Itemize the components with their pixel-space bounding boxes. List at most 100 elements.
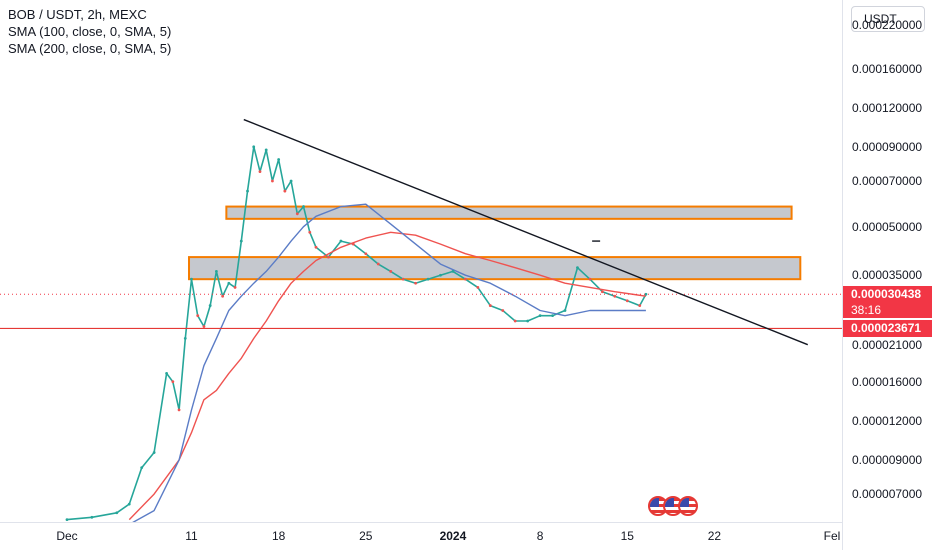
price-point xyxy=(644,292,648,296)
price-point xyxy=(351,242,355,246)
price-point xyxy=(538,314,542,318)
price-tick-label: 0.000120000 xyxy=(852,100,923,115)
support-price-label: 0.000023671 xyxy=(843,320,932,338)
legend-sma-200[interactable]: SMA (200, close, 0, SMA, 5) xyxy=(8,41,172,56)
price-point xyxy=(190,277,193,281)
resistance-zone-2[interactable] xyxy=(188,256,802,281)
price-point xyxy=(426,277,430,281)
price-point xyxy=(65,518,69,522)
price-tick-label: 0.000016000 xyxy=(852,374,923,389)
time-axis[interactable]: Dec 11 18 25 2024 8 15 22 Fel xyxy=(0,522,842,550)
price-point xyxy=(208,304,212,307)
price-tick-label: 0.000070000 xyxy=(852,173,923,188)
price-point xyxy=(464,277,467,281)
chart-plot-area[interactable]: BOB / USDT, 2h, MEXC SMA (100, close, 0,… xyxy=(0,0,842,522)
price-point xyxy=(501,309,505,312)
price-point xyxy=(227,281,231,285)
price-point xyxy=(600,290,604,294)
trendline[interactable] xyxy=(243,118,809,346)
price-point xyxy=(152,451,156,454)
price-point xyxy=(252,145,256,149)
price-point xyxy=(563,309,567,312)
price-point xyxy=(308,230,312,234)
time-tick-label: Dec xyxy=(56,529,78,543)
price-point xyxy=(183,336,187,340)
price-point xyxy=(246,189,249,193)
price-tick-label: 0.000160000 xyxy=(852,61,923,76)
price-point xyxy=(513,319,517,323)
price-point xyxy=(488,304,492,307)
price-tick-label: 0.000035000 xyxy=(852,268,923,283)
price-point xyxy=(314,245,318,249)
price-tick-label: 0.000220000 xyxy=(852,18,923,33)
price-tick-label: 0.000007000 xyxy=(852,487,923,502)
price-point xyxy=(283,189,287,193)
time-tick-label: 15 xyxy=(620,529,634,543)
price-point xyxy=(389,270,393,273)
price-point xyxy=(90,515,94,519)
time-tick-label: 11 xyxy=(185,529,198,543)
price-point xyxy=(171,380,175,384)
price-point xyxy=(140,466,144,470)
time-tick-label: Fel xyxy=(823,529,841,543)
price-point xyxy=(127,502,131,506)
price-axis[interactable]: USDT 0.000220000 0.000160000 0.000120000 0.… xyxy=(842,0,932,550)
price-point xyxy=(327,255,330,259)
price-point xyxy=(258,170,262,174)
price-point xyxy=(165,372,169,375)
us-flag-icon[interactable] xyxy=(678,496,698,516)
price-tick-label: 0.000012000 xyxy=(852,413,923,428)
price-point xyxy=(613,294,617,298)
price-point xyxy=(439,273,442,277)
price-tick-label: 0.000021000 xyxy=(852,337,923,352)
price-point xyxy=(526,319,530,323)
economic-events[interactable] xyxy=(648,496,700,518)
time-tick-label: 18 xyxy=(271,529,286,543)
price-point xyxy=(476,286,480,289)
price-point xyxy=(401,277,405,281)
price-point xyxy=(451,270,455,273)
price-point xyxy=(302,205,305,208)
price-chart[interactable] xyxy=(0,0,842,522)
time-tick-label: 22 xyxy=(707,529,722,543)
legend-sma-100[interactable]: SMA (100, close, 0, SMA, 5) xyxy=(8,24,172,39)
sma-100-line xyxy=(128,231,647,521)
price-point xyxy=(215,270,218,273)
bar-countdown: 38:16 xyxy=(851,303,882,318)
price-point xyxy=(289,179,293,183)
chart-legend: BOB / USDT, 2h, MEXC SMA (100, close, 0,… xyxy=(8,6,171,57)
price-point xyxy=(376,262,380,266)
price-point xyxy=(202,325,206,328)
legend-symbol[interactable]: BOB / USDT, 2h, MEXC xyxy=(8,7,147,22)
price-point xyxy=(638,304,642,307)
price-point xyxy=(295,212,299,216)
price-tick-label: 0.000009000 xyxy=(852,452,923,467)
price-point xyxy=(221,294,225,298)
price-tick-label: 0.000050000 xyxy=(852,219,923,234)
price-point xyxy=(277,158,281,161)
time-tick-label: 25 xyxy=(359,529,373,543)
current-price-value: 0.000030438 xyxy=(851,287,922,302)
price-point xyxy=(414,281,417,285)
price-point xyxy=(588,277,592,281)
currency-button[interactable]: USDT xyxy=(851,6,925,32)
price-tick-label: 0.000090000 xyxy=(852,139,923,154)
price-point xyxy=(196,314,200,318)
price-point xyxy=(233,286,237,289)
price-point xyxy=(364,252,368,256)
price-point xyxy=(339,239,343,243)
price-point xyxy=(625,299,629,303)
time-tick-label: 2024 xyxy=(439,529,467,543)
price-point xyxy=(576,266,579,270)
price-point xyxy=(239,239,243,243)
price-point xyxy=(115,511,119,515)
current-price-label: 0.000030438 38:16 xyxy=(843,286,932,319)
price-point xyxy=(264,148,268,152)
price-point xyxy=(551,314,554,318)
price-line xyxy=(66,146,647,521)
price-point xyxy=(271,179,274,183)
price-point xyxy=(177,408,181,412)
time-tick-label: 8 xyxy=(536,529,544,543)
resistance-zone-1[interactable] xyxy=(225,205,793,220)
sma-200-line xyxy=(132,203,646,522)
